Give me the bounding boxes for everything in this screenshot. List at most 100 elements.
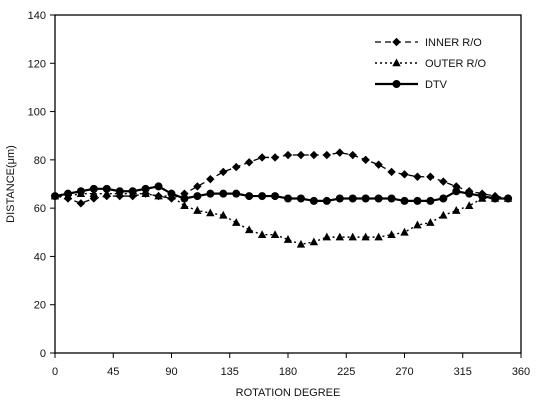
data-point-dtv	[154, 182, 163, 191]
data-point-outer-r-o	[452, 206, 461, 214]
x-tick-label: 45	[107, 366, 119, 378]
data-point-outer-r-o	[374, 232, 383, 241]
data-point-outer-r-o	[400, 227, 409, 236]
legend-item-inner-r-o: INNER R/O	[375, 37, 482, 49]
data-point-inner-r-o	[400, 170, 409, 179]
data-point-dtv	[413, 196, 422, 205]
y-tick-label: 120	[28, 58, 46, 70]
data-point-outer-r-o	[102, 189, 111, 197]
data-point-outer-r-o	[439, 210, 448, 219]
data-point-inner-r-o	[206, 174, 215, 184]
data-point-inner-r-o	[89, 194, 99, 203]
data-point-outer-r-o	[270, 230, 280, 238]
data-point-dtv	[335, 194, 344, 203]
data-point-dtv	[491, 194, 500, 203]
data-point-outer-r-o	[89, 189, 99, 197]
data-point-outer-r-o	[465, 201, 474, 210]
x-tick-label: 225	[337, 366, 355, 378]
data-point-dtv	[115, 187, 124, 196]
data-point-dtv	[478, 192, 487, 201]
x-tick-label: 315	[454, 366, 472, 378]
data-point-dtv	[322, 196, 331, 205]
x-tick-label: 180	[279, 366, 297, 378]
data-point-inner-r-o	[413, 172, 422, 181]
data-point-inner-r-o	[296, 150, 306, 160]
y-tick-label: 60	[34, 203, 46, 215]
data-point-outer-r-o	[244, 225, 254, 234]
data-point-dtv	[361, 194, 370, 203]
data-point-inner-r-o	[244, 158, 254, 167]
data-point-dtv	[63, 189, 72, 198]
data-point-inner-r-o	[257, 153, 267, 162]
data-point-dtv	[232, 189, 241, 198]
data-point-inner-r-o	[270, 153, 280, 162]
data-point-inner-r-o	[322, 150, 332, 160]
legend-item-dtv: DTV	[375, 79, 448, 91]
legend-label: INNER R/O	[425, 37, 482, 49]
data-point-outer-r-o	[426, 218, 435, 226]
x-axis-title: ROTATION DEGREE	[236, 387, 341, 399]
data-point-inner-r-o	[309, 150, 319, 160]
x-tick-label: 360	[512, 366, 530, 378]
y-tick-label: 140	[28, 10, 46, 22]
x-tick-label: 270	[395, 366, 413, 378]
data-point-outer-r-o	[296, 239, 306, 248]
y-tick-label: 100	[28, 107, 46, 119]
data-point-dtv	[180, 194, 189, 203]
data-point-inner-r-o	[193, 182, 202, 191]
data-point-dtv	[258, 192, 267, 201]
x-axis: 0 45 90 135 180 225 270 315 360	[52, 353, 530, 378]
data-point-dtv	[504, 194, 513, 203]
legend: INNER R/O OUTER R/O DTV	[375, 37, 487, 91]
data-point-dtv	[128, 187, 137, 196]
data-point-outer-r-o	[219, 210, 228, 219]
data-point-outer-r-o	[257, 230, 267, 238]
data-point-outer-r-o	[348, 232, 357, 241]
data-point-dtv	[51, 192, 59, 201]
data-point-outer-r-o	[206, 208, 215, 217]
data-point-outer-r-o	[154, 191, 163, 200]
data-point-outer-r-o	[141, 189, 150, 197]
data-point-dtv	[193, 192, 202, 201]
legend-item-outer-r-o: OUTER R/O	[375, 58, 487, 70]
data-point-dtv	[309, 196, 318, 205]
data-point-inner-r-o	[374, 160, 383, 169]
data-point-outer-r-o	[387, 230, 396, 238]
data-point-inner-r-o	[335, 148, 344, 157]
data-point-inner-r-o	[387, 167, 396, 177]
data-point-dtv	[89, 184, 98, 193]
data-point-outer-r-o	[322, 232, 332, 241]
data-point-dtv	[271, 192, 280, 201]
data-point-dtv	[348, 194, 357, 203]
data-point-inner-r-o	[348, 150, 357, 160]
y-axis: 0 20 40 60 80 100 120 140	[28, 10, 55, 360]
data-point-inner-r-o	[232, 162, 241, 172]
y-axis-title: DISTANCE(μm)	[5, 145, 17, 223]
data-point-outer-r-o	[283, 235, 293, 243]
legend-marker	[392, 58, 401, 67]
y-tick-label: 20	[34, 300, 46, 312]
data-point-outer-r-o	[232, 218, 241, 226]
data-point-inner-r-o	[426, 172, 435, 181]
data-point-dtv	[284, 194, 292, 203]
data-point-dtv	[219, 189, 228, 198]
data-point-inner-r-o	[439, 177, 448, 186]
legend-marker	[392, 80, 401, 88]
data-point-inner-r-o	[283, 150, 293, 160]
data-point-outer-r-o	[180, 201, 189, 210]
y-tick-label: 0	[40, 348, 46, 360]
data-point-dtv	[76, 187, 85, 196]
data-point-dtv	[296, 194, 305, 203]
data-point-outer-r-o	[413, 220, 422, 229]
data-point-dtv	[465, 189, 474, 198]
data-point-inner-r-o	[361, 155, 370, 165]
x-tick-label: 90	[165, 366, 177, 378]
data-point-dtv	[141, 184, 150, 193]
y-tick-label: 40	[34, 251, 46, 263]
data-point-dtv	[102, 184, 111, 193]
series-dtv	[51, 182, 513, 205]
data-point-outer-r-o	[361, 232, 370, 241]
data-point-dtv	[167, 189, 176, 198]
series-layer	[50, 148, 513, 248]
data-point-dtv	[400, 196, 409, 205]
